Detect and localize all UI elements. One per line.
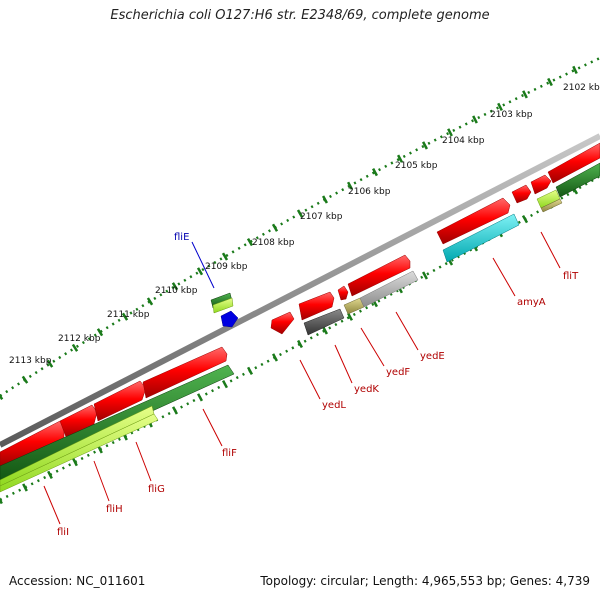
cds-arrow: [436, 197, 511, 245]
scale-tick: [121, 312, 129, 321]
gene-label-flii: fliI: [57, 527, 69, 538]
genome-summary-text: Topology: circular; Length: 4,965,553 bp…: [260, 574, 590, 588]
scale-label: 2109 kbp: [205, 262, 248, 272]
scale-tick: [497, 102, 503, 111]
gene-callouts: fliT amyA yedE yedF yedK yedL fliF fliG …: [43, 231, 579, 538]
flie-light-block: [212, 297, 234, 314]
scale-tick: [421, 141, 429, 150]
scale-tick: [347, 181, 353, 190]
scale-label: 2112 kbp: [58, 334, 101, 344]
scale-tick: [221, 380, 229, 389]
cds-arrow: [547, 142, 600, 184]
scale-tick: [396, 154, 404, 163]
scale-tick: [472, 115, 478, 124]
scale-tick: [372, 168, 378, 177]
cds-arrow: [298, 291, 335, 321]
scale-label: 2103 kbp: [490, 110, 533, 120]
gene-label-flig: fliG: [148, 484, 165, 495]
scale-tick: [22, 483, 28, 492]
flie-features: [210, 292, 239, 328]
scale-tick: [96, 328, 104, 337]
scale-label: 2108 kbp: [252, 238, 295, 248]
scale-tick: [221, 252, 229, 261]
scale-label: 2111 kbp: [107, 310, 150, 320]
scale-tick: [71, 343, 79, 352]
scale-label: 2102 kbp: [563, 83, 600, 93]
cds-arrow: [142, 346, 228, 399]
scale-tick: [196, 267, 204, 276]
scale-label: 2113 kbp: [9, 356, 52, 366]
scale-label: 2110 kbp: [155, 286, 198, 296]
scale-tick: [0, 393, 4, 400]
feature-bar-light-green-lower: [0, 413, 159, 493]
scale-tick: [21, 375, 29, 384]
scale-label: 2106 kbp: [348, 187, 391, 197]
gene-label-flih: fliH: [106, 504, 123, 515]
scale-label: 2104 kbp: [442, 136, 485, 146]
scale-tick: [296, 209, 304, 218]
scale-tick: [246, 366, 254, 375]
outer-scale-major-ticks: [0, 65, 578, 400]
scale-tick: [0, 497, 3, 505]
scale-tick: [146, 297, 154, 306]
scale-tick: [46, 359, 54, 368]
scale-tick: [297, 339, 303, 349]
cds-arrow: [347, 254, 411, 297]
cds-arrow: [93, 380, 147, 422]
scale-tick: [47, 470, 53, 479]
gene-label-yedf: yedF: [386, 367, 410, 378]
gene-label-flie: fliE: [174, 232, 189, 243]
scale-tick: [322, 195, 328, 204]
feature-track-3: [0, 405, 159, 493]
cds-arrow: [59, 404, 98, 438]
scale-tick: [447, 128, 453, 137]
flie-blue-feature: [220, 310, 239, 328]
scale-tick: [321, 326, 329, 335]
accession-text: Accession: NC_011601: [9, 574, 146, 588]
scale-tick: [196, 393, 204, 402]
cds-arrow: [337, 285, 349, 301]
feature-bar-cyan: [442, 213, 520, 263]
forward-cds-track: [0, 142, 600, 467]
feature-bar-gray: [359, 270, 419, 308]
scale-tick: [422, 271, 428, 280]
scale-label: 2107 kbp: [300, 212, 343, 222]
scale-tick: [171, 406, 179, 415]
scale-tick: [547, 77, 553, 87]
genome-backbone: [0, 133, 600, 448]
gene-label-yedl: yedL: [322, 400, 346, 411]
gene-label-amya: amyA: [517, 297, 546, 308]
scale-label: 2105 kbp: [395, 161, 438, 171]
scale-tick: [347, 312, 353, 321]
scale-tick: [72, 458, 78, 467]
gene-label-yede: yedE: [420, 351, 445, 362]
feature-bar-olive: [540, 198, 563, 213]
cds-arrow: [511, 184, 532, 204]
map-title: Escherichia coli O127:H6 str. E2348/69, …: [110, 8, 490, 23]
scale-tick: [171, 282, 179, 291]
feature-bar-dark-gray: [303, 308, 345, 336]
scale-tick: [572, 65, 578, 75]
gene-label-flif: fliF: [222, 448, 237, 459]
feature-bar-dark-green: [555, 162, 600, 198]
feature-bar-light-green: [0, 405, 155, 487]
scale-tick: [271, 223, 279, 232]
scale-tick: [521, 214, 529, 224]
feature-track-2: [0, 162, 600, 481]
gene-label-yedk: yedK: [354, 384, 379, 395]
scale-tick: [271, 353, 279, 362]
scale-labels: 2102 kbp 2103 kbp 2104 kbp 2105 kbp 2106 kbp…: [9, 83, 600, 366]
cds-arrow: [270, 311, 295, 335]
scale-tick: [522, 90, 528, 99]
cds-arrow: [530, 174, 552, 195]
scale-tick: [246, 237, 254, 247]
gene-label-flit: fliT: [563, 271, 579, 282]
